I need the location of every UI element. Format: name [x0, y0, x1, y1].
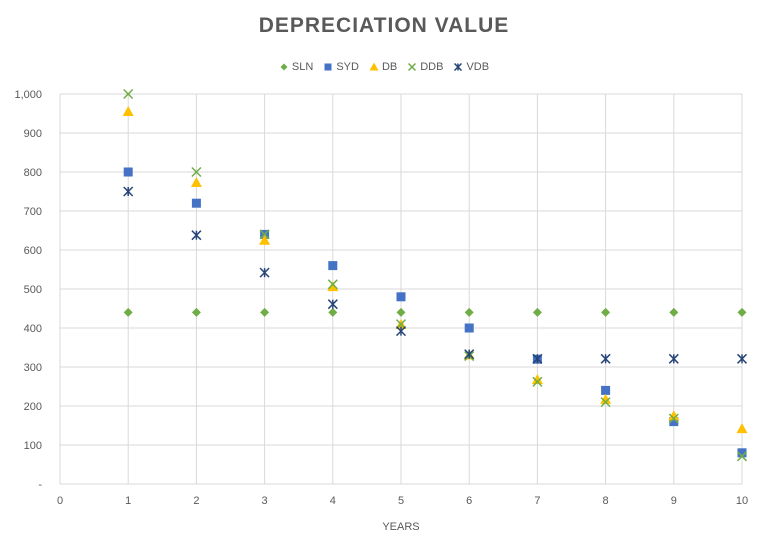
- legend-item-ddb: DDB: [407, 61, 443, 73]
- point-db: [327, 281, 339, 292]
- point-ddb: [532, 376, 543, 387]
- point-vdb: [123, 186, 134, 197]
- point-sln: [260, 307, 270, 317]
- legend-label: SYD: [336, 61, 359, 73]
- point-vdb: [327, 299, 338, 310]
- x-tick-label: 10: [736, 495, 748, 507]
- x-tick-label: 9: [671, 495, 677, 507]
- point-sln: [328, 307, 338, 317]
- legend-item-vdb: VDB: [453, 61, 489, 73]
- point-vdb: [259, 267, 270, 278]
- square-marker-icon: [324, 63, 332, 71]
- point-sln: [123, 307, 133, 317]
- legend-label: SLN: [291, 61, 314, 73]
- x-tick-label: 5: [398, 495, 404, 507]
- x-tick-label: 6: [466, 495, 472, 507]
- y-tick-label: 100: [24, 440, 42, 452]
- point-vdb: [191, 230, 202, 241]
- point-sln: [669, 307, 679, 317]
- point-vdb: [668, 353, 679, 364]
- point-ddb: [736, 451, 748, 462]
- x-axis-label: YEARS: [382, 521, 419, 533]
- point-db: [259, 234, 271, 245]
- point-db: [736, 423, 748, 434]
- point-syd: [123, 167, 133, 177]
- y-tick-label: 700: [24, 206, 42, 218]
- x-tick-label: 8: [603, 495, 609, 507]
- x-marker-icon: [408, 62, 417, 72]
- y-tick-label: 300: [24, 362, 42, 374]
- x-tick-label: 7: [534, 495, 540, 507]
- y-tick-label: 600: [24, 245, 42, 257]
- point-sln: [396, 307, 406, 317]
- point-ddb: [259, 229, 270, 240]
- point-vdb: [532, 353, 543, 364]
- point-ddb: [600, 397, 611, 408]
- x-tick-label: 0: [57, 495, 63, 507]
- point-syd: [464, 323, 474, 333]
- x-tick-label: 1: [125, 495, 131, 507]
- y-tick-label: 800: [24, 167, 42, 179]
- legend-item-db: DB: [369, 61, 397, 73]
- y-tick-label: 900: [24, 128, 42, 140]
- legend-label: DDB: [420, 61, 444, 73]
- point-db: [531, 373, 543, 384]
- x-tick-label: 4: [330, 495, 336, 507]
- x-tick-label: 3: [262, 495, 268, 507]
- point-db: [600, 393, 612, 404]
- point-ddb: [191, 166, 202, 178]
- legend-item-syd: SYD: [323, 61, 359, 73]
- point-sln: [601, 307, 611, 317]
- point-ddb: [123, 88, 134, 100]
- point-ddb: [668, 413, 679, 424]
- chart-title: DEPRECIATION VALUE: [258, 14, 510, 37]
- y-tick-label: 1,000: [14, 89, 42, 101]
- point-vdb: [600, 353, 611, 364]
- point-vdb: [736, 353, 748, 364]
- triangle-marker-icon: [369, 62, 379, 71]
- point-syd: [737, 448, 747, 458]
- point-syd: [669, 417, 679, 427]
- point-vdb: [395, 326, 407, 337]
- point-sln: [464, 307, 474, 317]
- y-tick-label: 500: [24, 284, 42, 296]
- point-syd: [191, 198, 201, 208]
- point-sln: [191, 307, 201, 317]
- diamond-marker-icon: [280, 63, 288, 71]
- legend-item-sln: SLN: [279, 61, 313, 73]
- legend: SLN SYD DB DDB VDB: [0, 61, 768, 73]
- point-syd: [396, 292, 406, 302]
- star-marker-icon: [454, 62, 463, 72]
- legend-label: DB: [381, 61, 398, 73]
- point-sln: [532, 307, 542, 317]
- point-syd: [328, 261, 338, 271]
- legend-label: VDB: [466, 61, 490, 73]
- y-tick-label: -: [38, 479, 42, 491]
- point-syd: [601, 385, 611, 395]
- point-db: [122, 106, 134, 117]
- point-vdb: [464, 349, 475, 360]
- point-db: [668, 410, 680, 421]
- point-db: [190, 177, 202, 188]
- y-tick-label: 200: [24, 401, 42, 413]
- point-ddb: [327, 279, 338, 290]
- x-tick-label: 2: [193, 495, 199, 507]
- y-tick-label: 400: [24, 323, 42, 335]
- point-sln: [737, 307, 747, 317]
